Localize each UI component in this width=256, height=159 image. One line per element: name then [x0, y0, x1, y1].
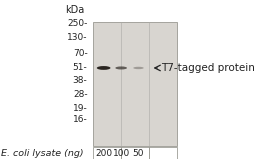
Ellipse shape: [97, 66, 111, 70]
Text: 51-: 51-: [73, 63, 88, 72]
Text: 250-: 250-: [67, 19, 88, 28]
Text: 50: 50: [133, 149, 144, 158]
Bar: [93, 22, 177, 146]
Text: 38-: 38-: [73, 76, 88, 85]
Text: T7-tagged protein: T7-tagged protein: [161, 63, 255, 73]
Text: 70-: 70-: [73, 49, 88, 58]
Ellipse shape: [133, 67, 144, 69]
Text: kDa: kDa: [65, 5, 84, 15]
Bar: [121, 147, 149, 159]
Text: 19-: 19-: [73, 104, 88, 113]
Ellipse shape: [115, 66, 127, 69]
Text: 28-: 28-: [73, 90, 88, 99]
Text: 100: 100: [113, 149, 130, 158]
Text: 200: 200: [95, 149, 112, 158]
Text: E. coli lysate (ng): E. coli lysate (ng): [1, 149, 83, 158]
Bar: [93, 147, 121, 159]
Text: 130-: 130-: [67, 33, 88, 42]
Bar: [149, 147, 177, 159]
Text: 16-: 16-: [73, 115, 88, 124]
